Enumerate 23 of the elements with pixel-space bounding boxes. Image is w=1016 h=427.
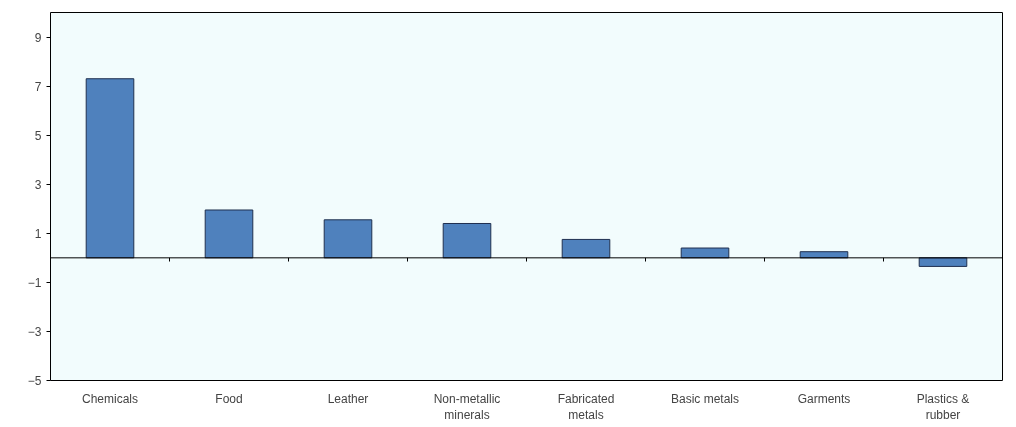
y-tick-label: 1	[34, 226, 42, 241]
bar	[442, 222, 492, 259]
y-tick-label: −5	[27, 374, 42, 388]
bar	[204, 209, 254, 259]
bar	[85, 78, 135, 259]
x-tick-label: Non-metallic minerals	[433, 391, 501, 423]
bar	[561, 238, 611, 259]
x-tick-label: Fabricated metals	[557, 391, 615, 423]
x-tick-label: Food	[215, 391, 243, 406]
bar	[918, 257, 968, 267]
x-tick-label: Chemicals	[81, 391, 139, 406]
x-tick-label: Leather	[327, 391, 369, 406]
y-tick-label: −3	[27, 324, 42, 339]
x-tick-label: Garments	[797, 391, 851, 406]
x-tick-label: Basic metals	[670, 391, 740, 406]
y-tick-label: 5	[34, 128, 42, 143]
bar	[323, 219, 373, 259]
bar	[680, 247, 730, 259]
x-tick-label: Plastics & rubber	[916, 391, 970, 423]
y-tick-label: 9	[34, 30, 42, 45]
y-tick-label: 7	[34, 79, 42, 94]
y-tick-label: −1	[27, 275, 42, 290]
y-tick-label: 3	[34, 177, 42, 192]
